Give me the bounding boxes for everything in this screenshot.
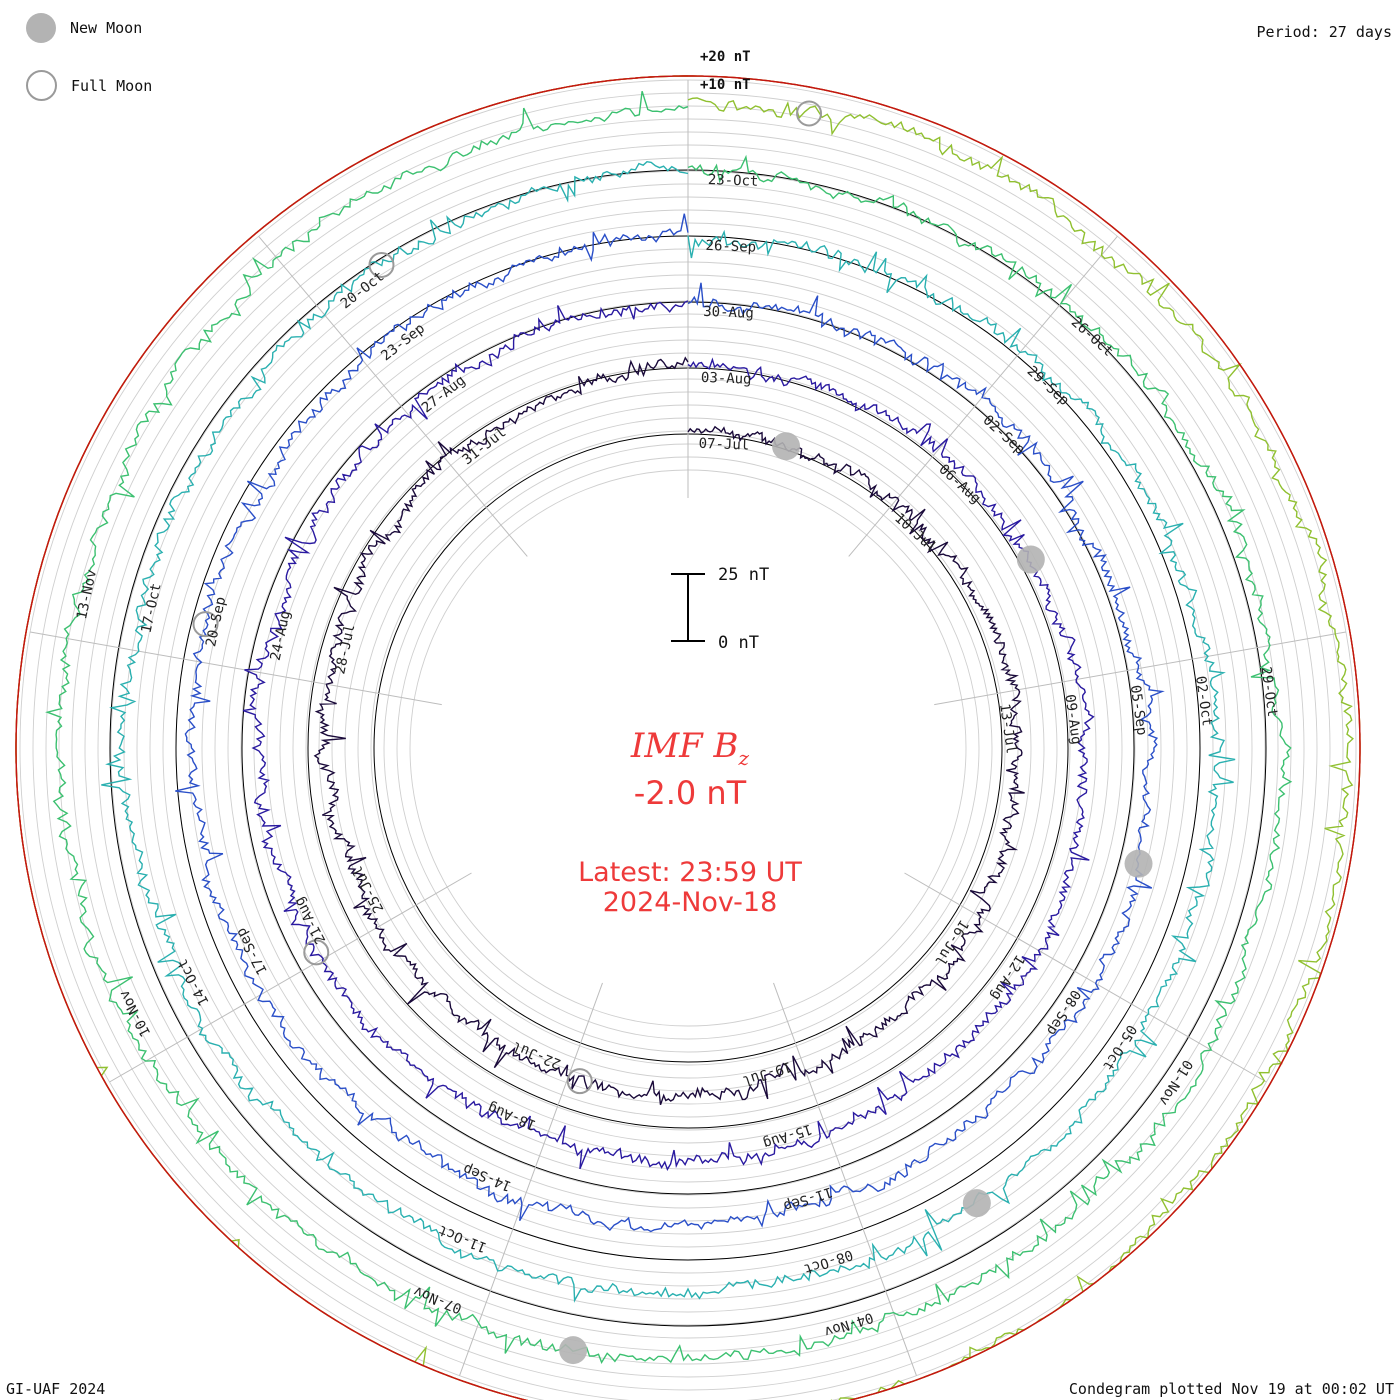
spoke-lines <box>30 80 1346 1376</box>
moon-markers <box>192 100 1153 1365</box>
center-title-sub: z <box>738 745 750 770</box>
date-label: 13-Jul <box>996 703 1019 755</box>
date-label: 26-Sep <box>705 238 756 256</box>
scale-label-plus20: +20 nT <box>700 49 751 65</box>
date-label: 30-Aug <box>703 304 754 322</box>
date-label: 03-Aug <box>701 370 752 388</box>
latest-timestamp: Latest: 23:59 UT 2024-Nov-18 <box>480 858 900 918</box>
legend-full-moon-label: Full Moon <box>71 76 153 95</box>
date-label: 02-Oct <box>1192 675 1215 727</box>
scale-bar: 25 nT 0 nT <box>671 565 769 653</box>
bz-trace-turn <box>45 90 1293 1364</box>
date-label: 11-Oct <box>436 1221 489 1255</box>
latest-date: 2024-Nov-18 <box>602 887 778 918</box>
date-label: 20-Sep <box>203 595 229 648</box>
bz-trace-turn <box>175 213 1165 1233</box>
date-label: 05-Sep <box>1127 684 1150 736</box>
date-label: 07-Jul <box>698 436 749 454</box>
date-label: 04-Nov <box>822 1309 875 1340</box>
spoke-line <box>459 982 603 1376</box>
spoke-line <box>30 631 442 706</box>
date-label: 14-Oct <box>175 956 213 1008</box>
current-value: -2.0 nT <box>633 774 747 812</box>
legend-new-moon-label: New Moon <box>70 19 143 37</box>
full-moon-marker <box>192 611 219 638</box>
date-label: 31-Jul <box>460 425 510 469</box>
date-label: 05-Oct <box>1099 1022 1139 1073</box>
new-moon-marker <box>962 1189 991 1218</box>
scale-label-plus10: +10 nT <box>700 77 751 93</box>
bz-trace-turn <box>313 356 1025 1106</box>
period-label: Period: 27 days <box>1256 23 1392 41</box>
full-moon-icon <box>26 70 57 101</box>
full-moon-marker <box>796 100 823 127</box>
spoke-line <box>934 631 1346 706</box>
center-title-main: IMF B <box>630 726 739 766</box>
footer-plot-time: Condegram plotted Nov 19 at 00:02 UT <box>1068 1380 1394 1398</box>
new-moon-marker <box>559 1336 588 1365</box>
spoke-line <box>109 872 472 1083</box>
date-label: 13-Nov <box>74 568 100 621</box>
legend-new-moon: New Moon <box>26 13 142 43</box>
latest-time: Latest: 23:59 UT <box>578 857 802 888</box>
bz-trace-turn <box>15 75 1361 1400</box>
date-label: 19-Jul <box>741 1058 794 1089</box>
new-moon-marker <box>1016 545 1045 574</box>
spoke-line <box>258 235 528 557</box>
center-title: IMF Bz <box>500 726 880 770</box>
date-label: 17-Oct <box>139 582 165 635</box>
new-moon-icon <box>26 13 56 43</box>
full-moon-marker <box>566 1068 593 1095</box>
spoke-line <box>904 872 1267 1083</box>
full-moon-marker <box>368 251 395 278</box>
date-label: 26-Oct <box>1068 314 1116 360</box>
spoke-line <box>773 982 917 1376</box>
bz-trace-turn <box>101 160 1236 1303</box>
scale-bar-bottom-label: 0 nT <box>718 633 759 653</box>
legend-full-moon: Full Moon <box>26 70 152 101</box>
date-label: 11-Sep <box>781 1183 834 1214</box>
footer-credit: GI-UAF 2024 <box>6 1380 106 1398</box>
scale-bar-top-label: 25 nT <box>718 565 769 585</box>
date-label: 17-Sep <box>233 925 271 977</box>
date-label: 23-Oct <box>708 172 759 190</box>
date-label: 29-Oct <box>1257 666 1280 718</box>
new-moon-marker <box>1124 849 1153 878</box>
date-label: 14-Sep <box>461 1160 514 1194</box>
date-label: 09-Aug <box>1061 693 1084 745</box>
new-moon-marker <box>772 432 801 461</box>
date-label: 18-Aug <box>486 1099 539 1133</box>
date-label: 24-Aug <box>268 609 294 662</box>
full-moon-marker <box>303 939 330 966</box>
